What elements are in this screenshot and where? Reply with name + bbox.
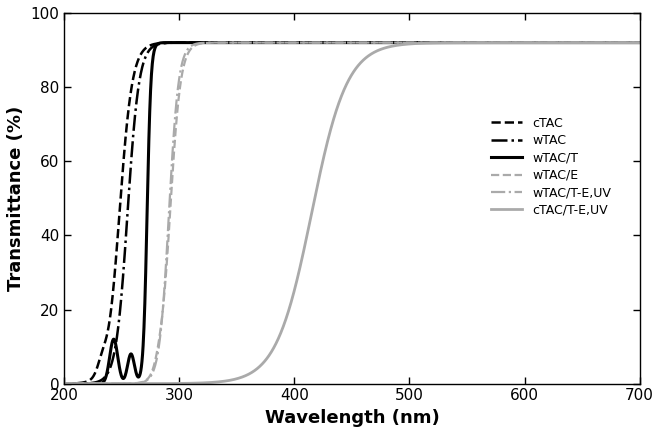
wTAC/E [358, 40, 366, 45]
cTAC [90, 373, 98, 378]
Line: wTAC: wTAC [64, 43, 640, 384]
cTAC [619, 40, 627, 45]
wTAC/E [619, 40, 627, 45]
wTAC/T-E,UV [90, 381, 98, 386]
wTAC/T-E,UV [514, 40, 522, 45]
cTAC/T-E,UV [340, 87, 348, 92]
wTAC/T [325, 40, 333, 45]
wTAC/E [90, 381, 98, 386]
Line: wTAC/T-E,UV: wTAC/T-E,UV [64, 43, 640, 384]
cTAC/T-E,UV [90, 381, 98, 386]
wTAC/T-E,UV [341, 40, 349, 45]
wTAC/E [514, 40, 522, 45]
wTAC/T [90, 381, 98, 386]
Line: wTAC/T: wTAC/T [64, 43, 640, 384]
Line: cTAC: cTAC [64, 43, 640, 384]
wTAC [619, 40, 627, 45]
cTAC [619, 40, 627, 45]
wTAC [60, 381, 68, 386]
wTAC/E [60, 381, 68, 386]
wTAC/T-E,UV [340, 40, 348, 45]
wTAC/E [340, 40, 348, 45]
wTAC/T [340, 40, 348, 45]
wTAC/E [325, 40, 332, 45]
cTAC [60, 381, 68, 386]
wTAC/T-E,UV [619, 40, 627, 45]
wTAC/T-E,UV [636, 40, 644, 45]
wTAC [325, 40, 332, 45]
wTAC/T [214, 40, 221, 45]
wTAC/E [619, 40, 627, 45]
cTAC/T-E,UV [636, 40, 644, 45]
cTAC/T-E,UV [325, 134, 332, 139]
wTAC/T [619, 40, 627, 45]
wTAC [514, 40, 522, 45]
wTAC [636, 40, 644, 45]
cTAC [514, 40, 522, 45]
cTAC/T-E,UV [514, 40, 522, 45]
wTAC/T [514, 40, 522, 45]
cTAC/T-E,UV [619, 40, 627, 45]
wTAC/T-E,UV [60, 381, 68, 386]
wTAC [340, 40, 348, 45]
cTAC/T-E,UV [619, 40, 627, 45]
wTAC/T-E,UV [619, 40, 627, 45]
Line: cTAC/T-E,UV: cTAC/T-E,UV [64, 43, 640, 384]
wTAC/T [60, 381, 68, 386]
Y-axis label: Transmittance (%): Transmittance (%) [7, 105, 25, 291]
cTAC [340, 40, 348, 45]
cTAC/T-E,UV [60, 381, 68, 386]
wTAC [90, 380, 98, 385]
wTAC/E [636, 40, 644, 45]
wTAC [619, 40, 627, 45]
Line: wTAC/E: wTAC/E [64, 43, 640, 384]
cTAC [636, 40, 644, 45]
wTAC/T-E,UV [325, 40, 332, 45]
cTAC [350, 40, 358, 45]
cTAC [325, 40, 332, 45]
wTAC/T [619, 40, 627, 45]
wTAC/T [636, 40, 644, 45]
wTAC [335, 40, 343, 45]
X-axis label: Wavelength (nm): Wavelength (nm) [264, 409, 440, 427]
Legend: cTAC, wTAC, wTAC/T, wTAC/E, wTAC/T-E,UV, cTAC/T-E,UV: cTAC, wTAC, wTAC/T, wTAC/E, wTAC/T-E,UV,… [486, 112, 616, 222]
